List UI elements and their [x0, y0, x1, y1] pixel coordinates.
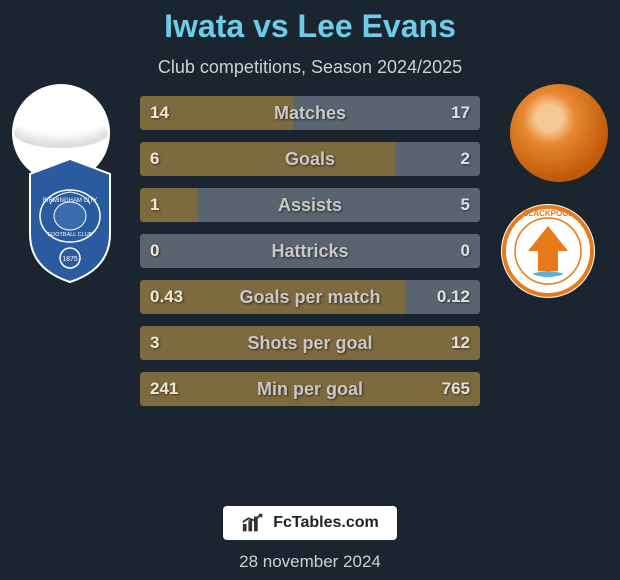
blank-avatar-icon — [14, 118, 108, 148]
stat-label: Shots per goal — [247, 333, 372, 354]
svg-text:BLACKPOOL: BLACKPOOL — [523, 209, 574, 218]
club-right-badge: BLACKPOOL — [498, 196, 598, 326]
stat-value-right: 12 — [451, 333, 470, 353]
stat-label: Min per goal — [257, 379, 363, 400]
stat-value-left: 0 — [150, 241, 159, 261]
stat-row: 6 Goals 2 — [140, 142, 480, 176]
comparison-body: BIRMINGHAM CITY FOOTBALL CLUB 1875 BLACK… — [0, 96, 620, 488]
stat-row: 3 Shots per goal 12 — [140, 326, 480, 360]
stat-value-left: 241 — [150, 379, 178, 399]
blackpool-badge-icon: BLACKPOOL — [498, 196, 598, 306]
club-left-badge: BIRMINGHAM CITY FOOTBALL CLUB 1875 — [20, 154, 120, 284]
comparison-date: 28 november 2024 — [239, 552, 381, 572]
stat-row: 14 Matches 17 — [140, 96, 480, 130]
footer-brand-badge: FcTables.com — [223, 506, 397, 540]
stat-row: 241 Min per goal 765 — [140, 372, 480, 406]
stat-value-left: 3 — [150, 333, 159, 353]
comparison-title: Iwata vs Lee Evans — [164, 8, 456, 45]
comparison-subtitle: Club competitions, Season 2024/2025 — [158, 57, 462, 78]
stat-label: Goals — [285, 149, 335, 170]
birmingham-badge-icon: BIRMINGHAM CITY FOOTBALL CLUB 1875 — [20, 154, 120, 284]
stat-label: Hattricks — [271, 241, 348, 262]
stat-value-right: 765 — [442, 379, 470, 399]
footer-brand-text: FcTables.com — [273, 514, 379, 532]
stat-value-right: 2 — [461, 149, 470, 169]
stat-row: 0.43 Goals per match 0.12 — [140, 280, 480, 314]
stat-value-right: 0.12 — [437, 287, 470, 307]
stats-list: 14 Matches 17 6 Goals 2 1 Assists 5 0 Hattricks 0 0.… — [140, 96, 480, 406]
player-right-photo — [510, 84, 608, 182]
stat-value-right: 0 — [461, 241, 470, 261]
stat-value-left: 14 — [150, 103, 169, 123]
stat-label: Assists — [278, 195, 342, 216]
stat-value-left: 0.43 — [150, 287, 183, 307]
stat-row: 0 Hattricks 0 — [140, 234, 480, 268]
stat-row: 1 Assists 5 — [140, 188, 480, 222]
svg-text:1875: 1875 — [62, 256, 78, 263]
stat-label: Goals per match — [239, 287, 380, 308]
svg-text:BIRMINGHAM CITY: BIRMINGHAM CITY — [43, 198, 97, 204]
fctables-logo-icon — [241, 512, 267, 534]
stat-value-right: 17 — [451, 103, 470, 123]
stat-label: Matches — [274, 103, 346, 124]
stat-value-right: 5 — [461, 195, 470, 215]
svg-text:FOOTBALL CLUB: FOOTBALL CLUB — [48, 232, 93, 238]
stat-value-left: 6 — [150, 149, 159, 169]
stat-value-left: 1 — [150, 195, 159, 215]
